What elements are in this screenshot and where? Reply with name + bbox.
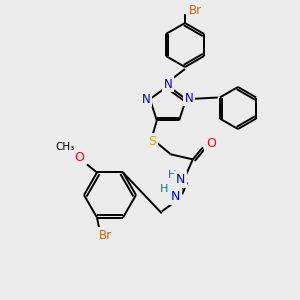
Text: N: N bbox=[142, 93, 150, 106]
Text: Br: Br bbox=[188, 4, 202, 16]
Text: Br: Br bbox=[98, 229, 112, 242]
Text: N: N bbox=[164, 77, 172, 91]
Text: O: O bbox=[74, 151, 84, 164]
Text: N: N bbox=[185, 92, 194, 105]
Text: N: N bbox=[176, 173, 185, 186]
Text: S: S bbox=[148, 135, 156, 148]
Text: N: N bbox=[171, 190, 181, 203]
Text: CH₃: CH₃ bbox=[56, 142, 75, 152]
Text: H: H bbox=[160, 184, 168, 194]
Text: O: O bbox=[206, 137, 216, 150]
Text: H: H bbox=[168, 170, 176, 180]
